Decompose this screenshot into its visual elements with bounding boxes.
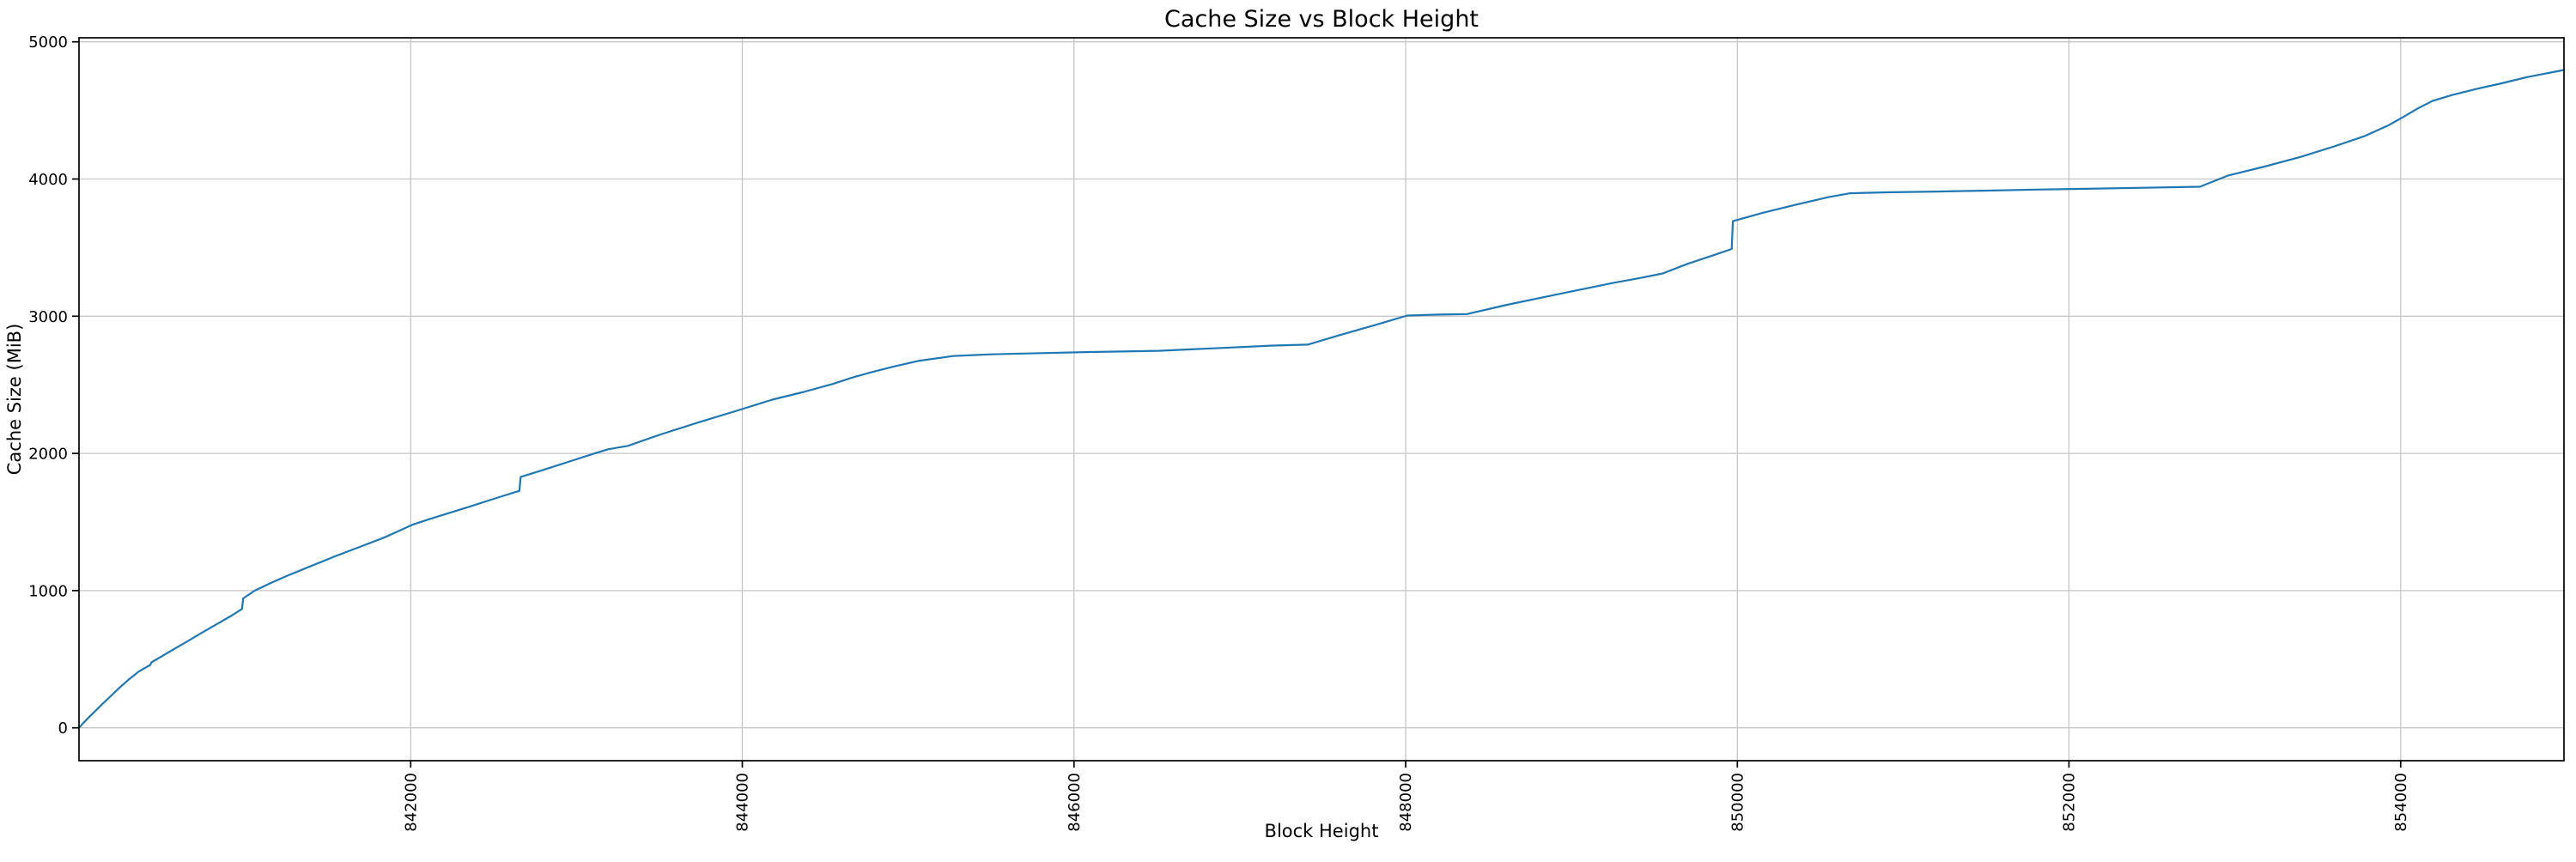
x-tick-labels: 842000 844000 846000 848000 850000 852000 8540…: [402, 773, 2410, 832]
x-tick-label: 846000: [1066, 773, 1084, 832]
y-tick-label: 2000: [28, 446, 68, 464]
cache-size-line: [77, 69, 2566, 729]
x-tick-label: 844000: [734, 773, 752, 832]
x-tick-label: 842000: [402, 773, 420, 832]
y-tick-label: 5000: [28, 33, 68, 52]
y-axis-label: Cache Size (MiB): [4, 324, 25, 476]
chart-title: Cache Size vs Block Height: [1164, 6, 1479, 33]
y-tick-label: 0: [58, 719, 68, 738]
plot-area: [79, 38, 2564, 761]
gridlines: [79, 38, 2564, 761]
plot-border: [78, 37, 2565, 762]
x-tick-label: 848000: [1397, 773, 1415, 832]
y-tick-label: 4000: [28, 171, 68, 189]
y-tick-labels: 0 1000 2000 3000 4000 5000: [28, 33, 68, 738]
x-axis-label: Block Height: [1265, 821, 1379, 841]
y-tick-label: 1000: [28, 582, 68, 600]
x-tick-label: 854000: [2392, 773, 2410, 832]
y-tick-label: 3000: [28, 308, 68, 326]
x-tick-label: 852000: [2061, 773, 2079, 832]
tick-marks: [72, 40, 2402, 768]
x-tick-label: 850000: [1728, 773, 1747, 832]
